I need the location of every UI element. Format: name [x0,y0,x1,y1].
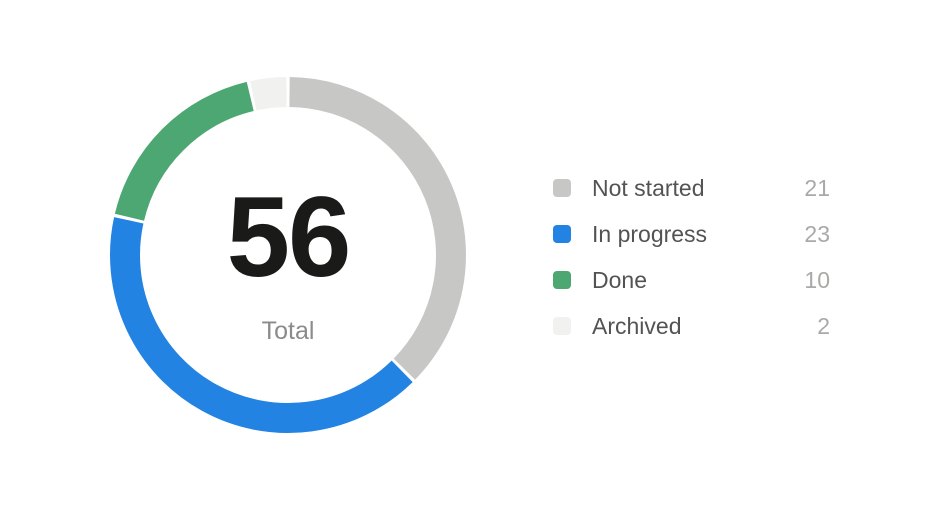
legend-label: In progress [592,220,708,247]
donut-chart: 56 Total [78,45,498,465]
legend-value: 10 [804,266,830,293]
legend-swatch-in-progress [553,225,571,243]
legend-swatch-done [553,271,571,289]
legend-item-not-started[interactable]: Not started 21 [553,165,830,211]
legend-label: Not started [592,174,705,201]
donut-segment-not-started[interactable] [289,77,466,380]
legend-swatch-not-started [553,179,571,197]
donut-segment-in-progress[interactable] [110,217,413,433]
legend-value: 2 [817,312,830,339]
legend-value: 21 [804,174,830,201]
legend-item-archived[interactable]: Archived 2 [553,303,830,349]
legend-item-done[interactable]: Done 10 [553,257,830,303]
chart-legend: Not started 21 In progress 23 Done 10 Archived… [553,165,830,349]
legend-item-in-progress[interactable]: In progress 23 [553,211,830,257]
donut-segment-done[interactable] [114,81,254,221]
legend-label: Done [592,266,647,293]
legend-value: 23 [804,220,830,247]
legend-label: Archived [592,312,682,339]
legend-swatch-archived [553,317,571,335]
donut-segment-archived[interactable] [250,77,287,111]
donut-ring [110,77,466,433]
